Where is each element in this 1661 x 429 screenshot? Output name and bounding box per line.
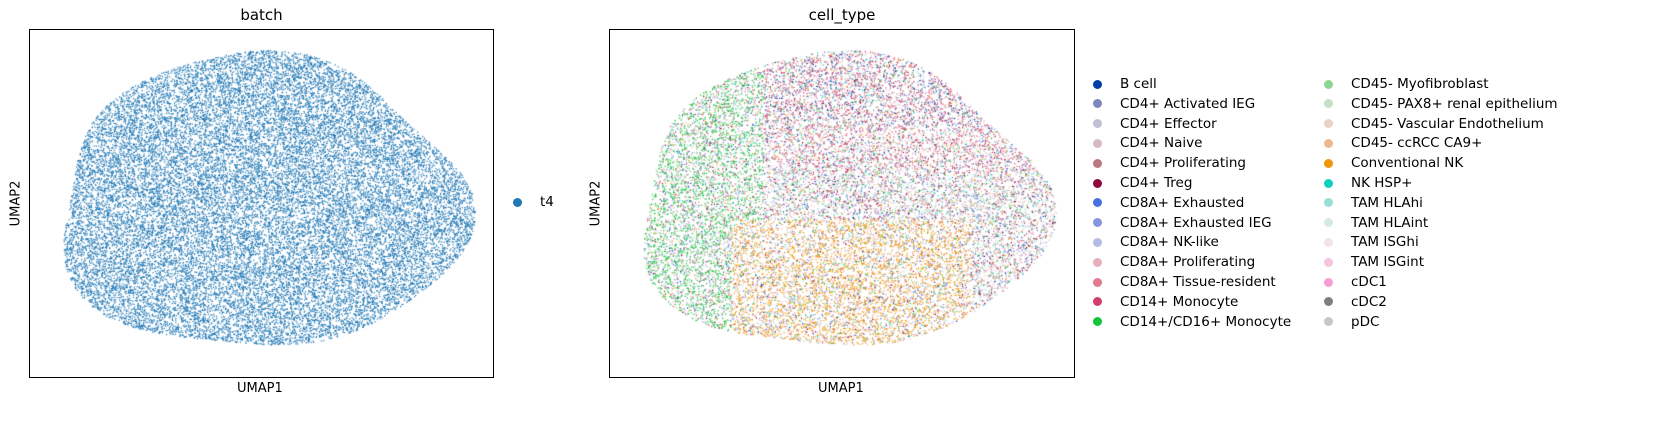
legend-label: TAM ISGhi bbox=[1351, 234, 1419, 251]
panel1-title: batch bbox=[240, 6, 283, 24]
legend-marker bbox=[1093, 237, 1102, 247]
legend-marker bbox=[1093, 297, 1102, 307]
legend-item: CD45- Myofibroblast bbox=[1324, 74, 1489, 94]
panel1-xlabel: UMAP1 bbox=[237, 381, 283, 396]
legend-item: CD45- PAX8+ renal epithelium bbox=[1324, 94, 1558, 114]
legend-label: CD45- PAX8+ renal epithelium bbox=[1351, 95, 1558, 112]
legend-marker bbox=[1324, 119, 1333, 129]
legend-label: TAM HLAhi bbox=[1351, 194, 1423, 211]
legend-label: CD8A+ NK-like bbox=[1120, 234, 1219, 251]
legend-marker bbox=[1093, 178, 1102, 188]
legend-label: t4 bbox=[540, 194, 554, 210]
legend-marker bbox=[1093, 158, 1102, 168]
legend-marker bbox=[1093, 119, 1102, 129]
legend-item: CD8A+ Proliferating bbox=[1093, 252, 1255, 272]
legend-marker bbox=[1324, 317, 1333, 327]
legend-marker bbox=[1324, 158, 1333, 168]
legend-item: CD4+ Activated IEG bbox=[1093, 94, 1255, 114]
legend-marker bbox=[1093, 317, 1102, 327]
legend-label: cDC2 bbox=[1351, 293, 1387, 310]
legend-marker bbox=[1324, 297, 1333, 307]
legend-label: CD8A+ Tissue-resident bbox=[1120, 274, 1276, 290]
legend-item: TAM HLAhi bbox=[1324, 193, 1423, 213]
legend-item: CD8A+ NK-like bbox=[1093, 232, 1219, 252]
legend-marker bbox=[1324, 257, 1333, 267]
legend-item: NK HSP+ bbox=[1324, 173, 1412, 193]
legend-label: CD45- Vascular Endothelium bbox=[1351, 115, 1544, 132]
legend-marker bbox=[1324, 218, 1333, 228]
legend-label: CD8A+ Proliferating bbox=[1120, 254, 1256, 271]
legend-label: Conventional NK bbox=[1351, 155, 1464, 172]
legend-label: NK HSP+ bbox=[1351, 175, 1413, 191]
legend-item: cDC1 bbox=[1324, 272, 1387, 292]
legend-label: CD4+ Proliferating bbox=[1120, 155, 1246, 172]
legend-item: TAM ISGint bbox=[1324, 252, 1424, 272]
legend-marker bbox=[1093, 257, 1102, 267]
legend-label: CD14+ Monocyte bbox=[1120, 293, 1239, 310]
legend-label: CD45- Myofibroblast bbox=[1351, 76, 1489, 92]
legend-marker bbox=[1324, 138, 1333, 148]
legend-marker bbox=[513, 197, 522, 207]
legend-marker bbox=[1093, 99, 1102, 109]
legend-label: CD45- ccRCC CA9+ bbox=[1351, 135, 1483, 152]
legend-label: TAM ISGint bbox=[1351, 254, 1424, 271]
legend-label: CD4+ Effector bbox=[1120, 115, 1217, 132]
legend-label: cDC1 bbox=[1351, 274, 1387, 290]
legend-item: B cell bbox=[1093, 74, 1157, 94]
legend-marker bbox=[1093, 138, 1102, 148]
legend-item: t4 bbox=[513, 192, 554, 212]
legend-label: B cell bbox=[1120, 76, 1157, 92]
legend-label: CD8A+ Exhausted bbox=[1120, 194, 1245, 211]
panel2-scatter-points bbox=[610, 30, 1074, 377]
panel2-title: cell_type bbox=[808, 6, 876, 24]
legend-item: CD8A+ Exhausted IEG bbox=[1093, 213, 1272, 233]
legend-marker bbox=[1324, 178, 1333, 188]
legend-label: pDC bbox=[1351, 313, 1380, 330]
legend-label: CD8A+ Exhausted IEG bbox=[1120, 214, 1272, 231]
legend-item: CD14+ Monocyte bbox=[1093, 292, 1238, 312]
legend-label: CD14+/CD16+ Monocyte bbox=[1120, 313, 1292, 330]
legend-item: Conventional NK bbox=[1324, 153, 1463, 173]
legend-item: TAM ISGhi bbox=[1324, 232, 1419, 252]
legend-marker bbox=[1324, 198, 1333, 208]
legend-item: pDC bbox=[1324, 312, 1379, 332]
legend-marker bbox=[1093, 198, 1102, 208]
legend-item: CD4+ Treg bbox=[1093, 173, 1192, 193]
legend-marker bbox=[1324, 79, 1333, 89]
panel1-ylabel: UMAP2 bbox=[8, 180, 24, 227]
legend-item: CD45- ccRCC CA9+ bbox=[1324, 133, 1482, 153]
legend-item: CD4+ Naive bbox=[1093, 133, 1202, 153]
legend-item: CD14+/CD16+ Monocyte bbox=[1093, 312, 1291, 332]
legend-marker bbox=[1093, 218, 1102, 228]
panel2-ylabel: UMAP2 bbox=[588, 180, 604, 227]
legend-item: CD8A+ Tissue-resident bbox=[1093, 272, 1276, 292]
legend-item: CD8A+ Exhausted bbox=[1093, 193, 1244, 213]
legend-marker bbox=[1324, 237, 1333, 247]
legend-label: TAM HLAint bbox=[1351, 214, 1429, 231]
legend-marker bbox=[1324, 277, 1333, 287]
legend-label: CD4+ Treg bbox=[1120, 175, 1193, 191]
legend-item: CD4+ Effector bbox=[1093, 114, 1217, 134]
legend-marker bbox=[1093, 277, 1102, 287]
legend-label: CD4+ Activated IEG bbox=[1120, 95, 1256, 112]
legend-label: CD4+ Naive bbox=[1120, 135, 1203, 152]
legend-item: CD4+ Proliferating bbox=[1093, 153, 1246, 173]
panel2-xlabel: UMAP1 bbox=[818, 381, 864, 396]
legend-item: cDC2 bbox=[1324, 292, 1387, 312]
panel1-scatter-points bbox=[30, 30, 493, 377]
legend-marker bbox=[1093, 79, 1102, 89]
legend-item: TAM HLAint bbox=[1324, 213, 1428, 233]
legend-marker bbox=[1324, 99, 1333, 109]
legend-item: CD45- Vascular Endothelium bbox=[1324, 114, 1544, 134]
